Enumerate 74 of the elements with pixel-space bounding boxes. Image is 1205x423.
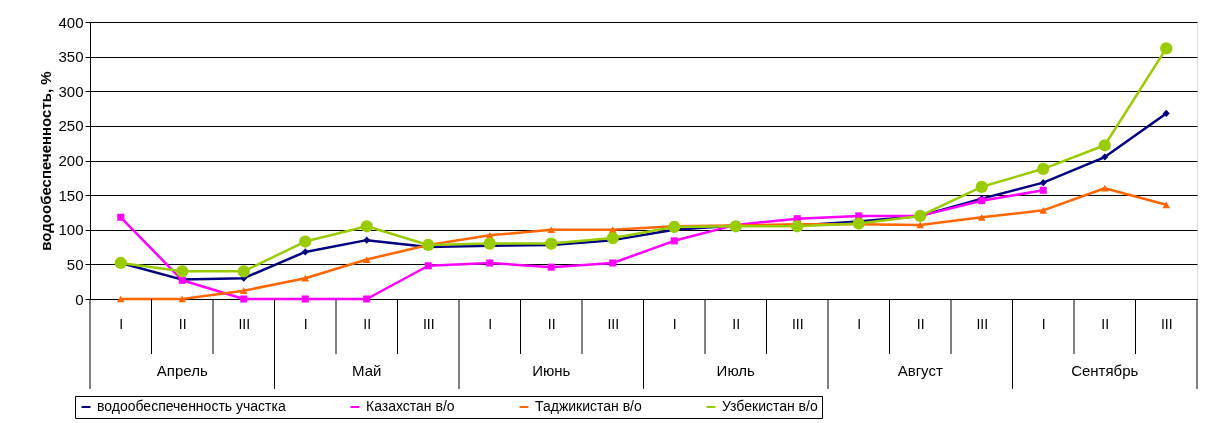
- point: [362, 256, 371, 263]
- legend-label: Казахстан в/о: [366, 398, 455, 414]
- text: Май: [352, 362, 382, 379]
- x-tick-label: III: [976, 315, 989, 332]
- y-tick-label: 250: [58, 117, 84, 135]
- legend-label: водообеспеченность участка: [97, 398, 286, 414]
- x-tick-label: II: [363, 315, 372, 332]
- point: [1160, 42, 1173, 55]
- point: [301, 295, 309, 303]
- y-tick-label: 100: [58, 221, 84, 239]
- y-tick-label: 0: [75, 290, 84, 308]
- y-tick-label: 200: [58, 152, 84, 169]
- point: [1098, 139, 1111, 152]
- text: Июнь: [532, 362, 571, 379]
- point: [301, 248, 309, 256]
- x-tick-label: I: [857, 315, 862, 332]
- x-tick-label: I: [672, 315, 677, 332]
- x-tick-label: II: [916, 315, 925, 332]
- point: [237, 265, 250, 278]
- point: [1162, 201, 1171, 209]
- point: [1039, 207, 1048, 214]
- point: [117, 213, 125, 221]
- y-tick-label: 150: [58, 186, 84, 204]
- point: [1037, 162, 1050, 175]
- point: [486, 259, 494, 267]
- x-tick-label: I: [303, 315, 308, 332]
- x-tick-label: II: [1101, 315, 1110, 332]
- point: [670, 237, 678, 245]
- y-tick-label: 350: [58, 48, 84, 66]
- x-tick-label: I: [1041, 315, 1046, 332]
- point: [176, 265, 189, 278]
- point: [545, 237, 558, 250]
- point: [975, 180, 988, 193]
- point: [1101, 153, 1109, 161]
- x-tick-label: I: [488, 315, 493, 332]
- x-tick-label: III: [422, 315, 435, 332]
- point: [1100, 184, 1109, 192]
- legend-label: Таджикистан в/о: [535, 398, 642, 414]
- point: [360, 220, 373, 233]
- text: Июль: [716, 362, 756, 379]
- point: [240, 295, 248, 303]
- x-tick-label: II: [732, 315, 741, 332]
- point: [668, 220, 681, 234]
- point: [1039, 186, 1047, 194]
- x-tick-label: III: [238, 315, 251, 332]
- y-tick-label: 50: [66, 255, 84, 273]
- point: [1162, 109, 1170, 117]
- text: Апрель: [156, 362, 208, 379]
- point: [547, 226, 556, 234]
- x-tick-label: III: [607, 315, 620, 332]
- point: [299, 235, 312, 248]
- point: [1039, 179, 1047, 187]
- y-tick-label: 300: [58, 82, 84, 100]
- point: [977, 213, 986, 221]
- point: [547, 263, 555, 271]
- y-tick-label: 400: [58, 13, 84, 31]
- legend-label: Узбекистан в/о: [722, 398, 818, 414]
- point: [609, 259, 617, 267]
- point: [363, 295, 371, 303]
- x-tick-label: II: [178, 315, 187, 332]
- point: [301, 274, 310, 282]
- text: Сентябрь: [1071, 362, 1139, 379]
- point: [483, 237, 496, 250]
- point: [916, 221, 925, 229]
- text: Август: [897, 362, 943, 379]
- x-tick-label: II: [547, 315, 556, 332]
- x-tick-label: III: [1160, 315, 1173, 332]
- point: [363, 236, 371, 244]
- point: [606, 231, 619, 245]
- x-tick-label: III: [791, 315, 804, 332]
- point: [424, 262, 432, 270]
- y-axis-title: водообеспеченность, %: [37, 71, 55, 251]
- x-tick-label: I: [119, 315, 124, 332]
- point: [239, 287, 248, 295]
